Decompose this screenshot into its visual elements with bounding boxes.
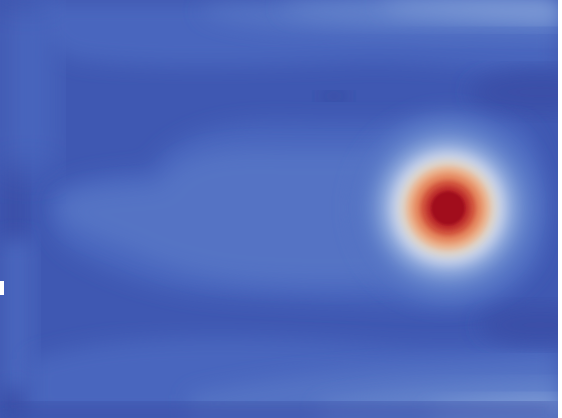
left-edge-marker: [0, 281, 4, 295]
hotspot: [353, 113, 544, 304]
right-dark-notch-lower: [480, 305, 558, 345]
left-edge-light-column-upper: [0, 0, 55, 170]
small-dark-spot: [318, 92, 350, 100]
right-dark-notch: [470, 70, 558, 114]
right-frame-edge: [558, 0, 562, 418]
hotspot-core: [431, 191, 466, 226]
top-right-light-band-core: [380, 0, 558, 23]
left-edge-light-column: [0, 240, 34, 390]
bottom-dark-band: [0, 404, 558, 418]
